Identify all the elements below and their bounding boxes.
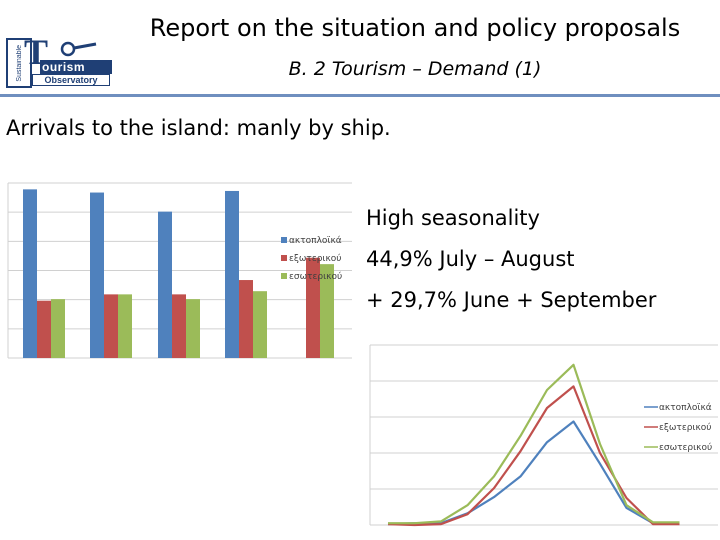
bar-1-3 [158,211,172,358]
bar-3-2 [118,294,132,358]
logo-word-observatory: Observatory [32,74,110,86]
logo-word-tourism: ourism [40,60,112,74]
tourism-observatory-logo: Sustainable T ourism Observatory [6,34,112,88]
bar-3-4 [253,291,267,358]
bar-3-3 [186,299,200,358]
intro-text: Arrivals to the island: manly by ship. [6,116,391,140]
series-line-2 [387,385,680,527]
legend-swatch [281,255,287,261]
seasonality-list: High seasonality 44,9% July – August + 2… [366,198,656,321]
bar-1-2 [90,192,104,358]
series-line-1 [387,420,680,526]
arrivals-bar-chart: ακτοπλοϊκά εξωτερικού εσωτερικού [7,182,352,359]
bar-2-3 [172,294,186,358]
bar-3-5 [320,264,334,358]
page-title: Report on the situation and policy propo… [149,14,681,42]
bar-1-1 [23,189,37,358]
bullet-item: 44,9% July – August [366,247,575,271]
header-divider [0,94,720,97]
legend-label: εσωτερικού [659,442,712,453]
legend-swatch [281,273,287,279]
bullet-item: + 29,7% June + September [366,288,657,312]
legend-label: ακτοπλοϊκά [659,403,712,413]
legend-label: εσωτερικού [289,271,342,282]
legend-label: εξωτερικού [659,422,711,433]
bullet-item: High seasonality [366,206,540,230]
legend-swatch [281,237,287,243]
bar-3-1 [51,299,65,358]
legend-label: ακτοπλοϊκά [289,236,342,246]
logo-small-word: Sustainable [15,44,23,82]
magnifier-icon [60,41,97,57]
bar-2-1 [37,300,51,358]
logo-frame: Sustainable [6,38,32,88]
bar-2-5 [306,257,320,358]
legend-label: εξωτερικού [289,253,341,264]
bar-1-4 [225,190,239,358]
page-subtitle: B. 2 Tourism – Demand (1) [288,58,542,80]
monthly-arrivals-line-chart: ακτοπλοϊκά εξωτερικού εσωτερικού [369,344,718,527]
bar-2-4 [239,280,253,358]
series-line-3 [388,363,680,525]
bar-2-2 [104,294,118,358]
